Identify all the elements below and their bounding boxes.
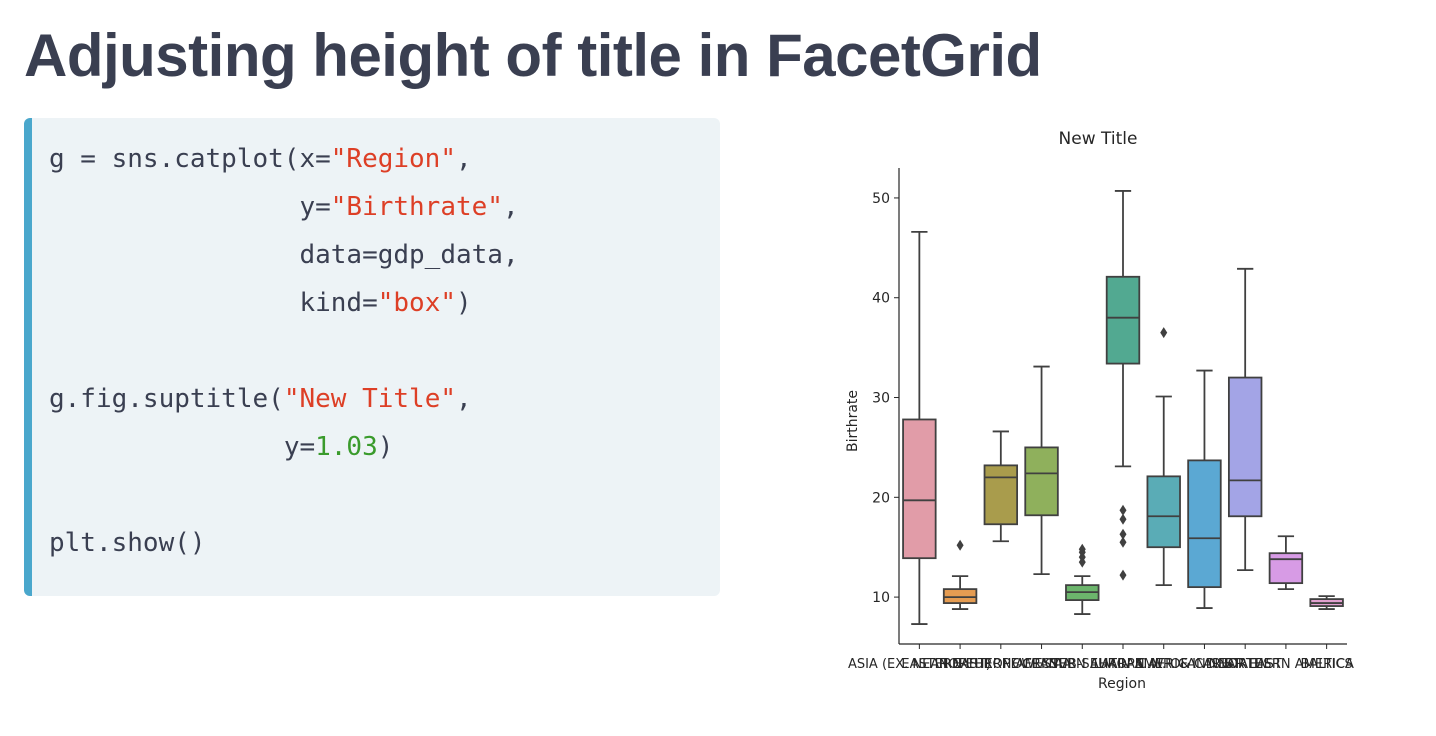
code-token: ) [456,288,472,318]
code-token: plt.show() [49,528,206,558]
code-token: "box" [377,288,457,318]
code-token: kind= [299,288,378,318]
code-token: , [456,384,472,414]
code-token: y= [283,432,316,462]
code-token: data=gdp_data, [299,240,519,270]
code-token: g = sns.catplot(x= [49,144,331,174]
x-tick-label: EASTERN EUROPE [901,657,1018,672]
y-tick-label: 20 [872,490,890,506]
box [1268,552,1304,585]
box [1105,275,1141,365]
x-tick-label: NORTHERN AMERICA [1218,657,1354,672]
code-token: "Region" [330,144,456,174]
x-tick-label: WESTERN EUROPE [1022,657,1143,672]
code-token: , [502,192,519,222]
box [942,588,978,604]
y-tick-label: 30 [872,391,890,407]
code-token: 1.03 [315,432,378,462]
x-tick-label: OCEANIA [1012,657,1071,672]
code-line: kind="box") [49,286,472,320]
box [1146,475,1181,549]
code-token: y= [299,192,331,222]
box [1024,446,1059,517]
code-indent [49,288,299,318]
box-outlier [1160,327,1168,339]
code-token: g.fig.suptitle( [49,384,284,414]
y-tick-label: 10 [872,590,890,606]
code-indent [49,192,299,222]
code-indent [49,432,284,462]
box-outlier [956,539,964,551]
box [902,418,937,560]
slide-title: Adjusting height of title in FacetGrid [24,22,1042,89]
box-outlier [1119,569,1127,581]
code-indent [49,240,299,270]
code-block: g = sns.catplot(x="Region", y="Birthrate… [24,118,720,596]
code-line: y="Birthrate", [49,190,519,224]
box-outlier [1119,513,1127,525]
x-tick-label: NORTHERN AFRICA [939,657,1063,672]
box [1187,459,1222,589]
x-tick-label: C.W. OF IND. STATES [1137,657,1271,672]
code-token: "Birthrate" [330,192,503,222]
box [1227,376,1263,518]
y-tick-label: 50 [872,191,890,207]
y-tick-label: 40 [872,291,890,307]
box-outlier [1119,528,1127,540]
code-token: , [456,144,472,174]
y-axis-label: Birthrate [845,390,861,452]
chart: New Title Birthrate Region 10 20 30 40 50 ASI… [780,110,1400,710]
box [983,464,1019,526]
x-axis-label: Region [1098,676,1146,692]
x-tick-label: SUB-SAHARAN AFRICA [1050,657,1196,672]
x-tick-label: BALTICS [1300,657,1352,672]
x-tick-label: NEAR EAST [1209,657,1282,672]
code-line: g.fig.suptitle("New Title", [49,382,472,416]
code-line: y=1.03) [49,430,394,464]
code-line: data=gdp_data, [49,238,519,272]
box-outlier [1119,536,1127,548]
boxplot-chart: New Title Birthrate Region 10 20 30 40 50 ASI… [845,129,1354,692]
code-token: "New Title" [283,384,456,414]
chart-title: New Title [1059,129,1138,149]
code-line: plt.show() [49,526,206,560]
code-token: ) [377,432,394,462]
box-outlier [1119,504,1127,516]
x-tick-label: ASIA (EX. NEAR EAST) [848,657,991,672]
box-outlier [1078,543,1086,555]
code-line: g = sns.catplot(x="Region", [49,142,472,176]
x-tick-label: LATIN AMER. & CARIB [1094,657,1234,672]
